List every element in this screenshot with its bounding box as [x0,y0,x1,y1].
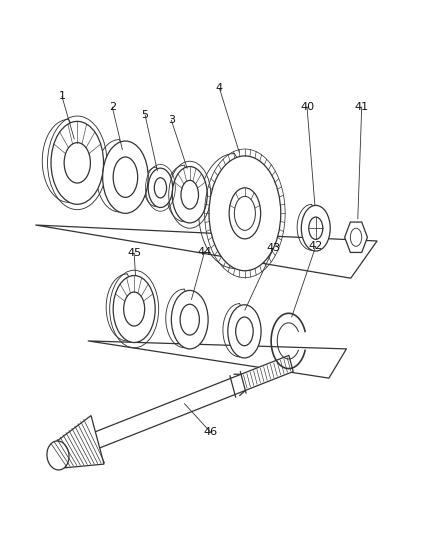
Ellipse shape [308,217,322,239]
Text: 2: 2 [109,102,116,112]
Ellipse shape [180,304,199,335]
Ellipse shape [171,290,208,349]
Ellipse shape [208,156,280,271]
Text: 4: 4 [215,83,223,93]
Ellipse shape [300,205,329,251]
Polygon shape [344,222,367,253]
Text: 40: 40 [299,102,313,112]
Text: 43: 43 [266,243,280,253]
Text: 42: 42 [308,241,322,251]
Ellipse shape [154,177,166,198]
Polygon shape [93,356,293,449]
Ellipse shape [172,166,207,223]
Ellipse shape [227,305,261,358]
Ellipse shape [350,228,361,246]
Ellipse shape [229,188,260,239]
Ellipse shape [47,441,69,470]
Polygon shape [88,341,346,378]
Ellipse shape [51,122,103,204]
Polygon shape [54,416,104,468]
Polygon shape [35,225,376,278]
Text: 45: 45 [127,248,141,258]
Ellipse shape [234,196,255,230]
Ellipse shape [64,143,90,183]
Text: 1: 1 [58,91,65,101]
Ellipse shape [180,180,198,209]
Text: 5: 5 [141,110,148,120]
Text: 46: 46 [203,427,217,438]
Ellipse shape [113,157,138,197]
Ellipse shape [235,317,253,346]
Ellipse shape [124,292,145,326]
Ellipse shape [102,141,148,213]
Ellipse shape [148,168,172,207]
Ellipse shape [113,276,155,343]
Text: 3: 3 [167,115,174,125]
Text: 41: 41 [354,102,368,112]
Text: 44: 44 [197,247,211,256]
